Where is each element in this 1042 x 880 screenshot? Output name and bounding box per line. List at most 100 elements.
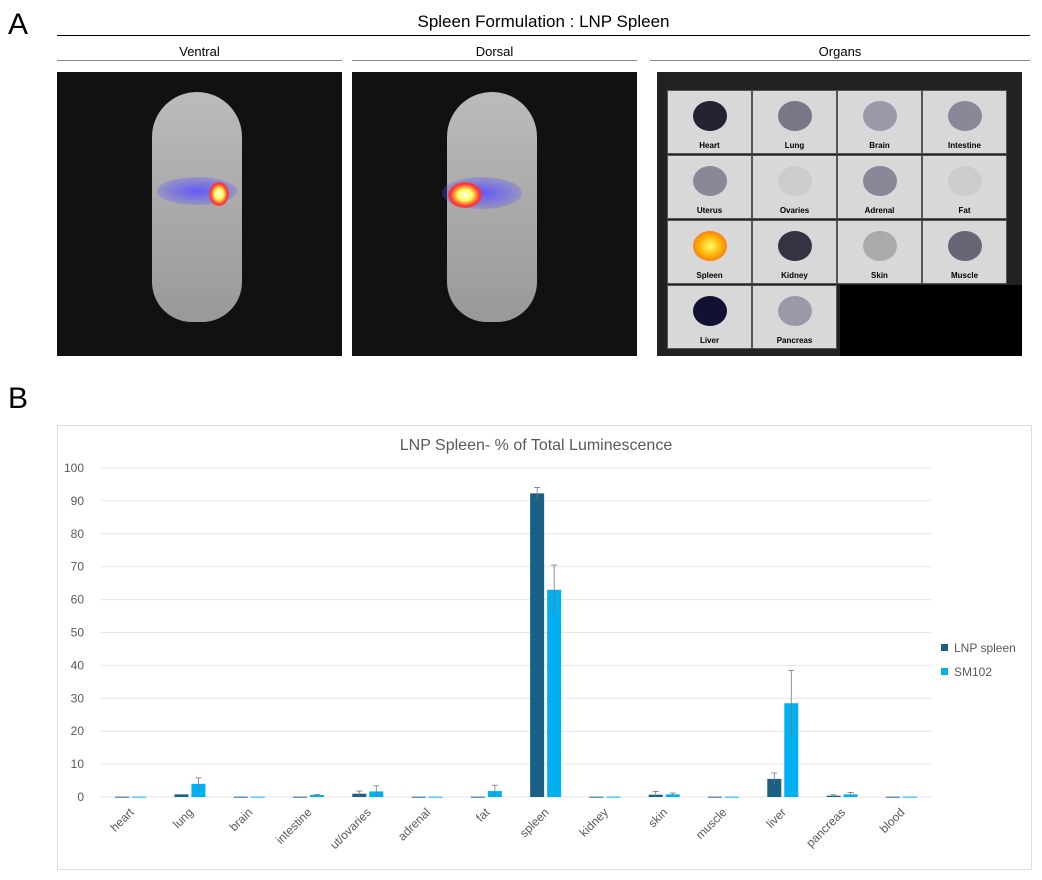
luminescence-hotspot bbox=[448, 182, 482, 208]
organ-label: Adrenal bbox=[864, 206, 895, 215]
divider bbox=[352, 60, 637, 61]
x-tick-label: lung bbox=[170, 805, 196, 831]
organ-specimen bbox=[948, 231, 982, 261]
legend-label: SM102 bbox=[954, 665, 992, 679]
bar-spleen-sm102 bbox=[547, 589, 562, 797]
heading-organs: Organs bbox=[818, 44, 862, 59]
x-tick-label: brain bbox=[227, 805, 256, 834]
redaction-box bbox=[840, 285, 1022, 356]
bar-brain-sm102 bbox=[250, 796, 265, 798]
organ-label: Spleen bbox=[696, 271, 723, 280]
y-tick-label: 40 bbox=[71, 658, 85, 672]
bar-blood-lnp-spleen bbox=[885, 796, 900, 798]
y-tick-label: 90 bbox=[71, 494, 85, 508]
bar-lung-sm102 bbox=[191, 783, 206, 797]
x-tick-label: intestine bbox=[273, 805, 315, 847]
organ-specimen bbox=[693, 296, 727, 326]
organ-specimen bbox=[693, 231, 727, 261]
bar-liver-sm102 bbox=[784, 703, 799, 797]
y-tick-label: 60 bbox=[71, 593, 85, 607]
bar-spleen-lnp-spleen bbox=[530, 493, 545, 797]
legend-swatch bbox=[941, 644, 948, 651]
x-tick-label: adrenal bbox=[395, 805, 433, 843]
bar-muscle-sm102 bbox=[725, 796, 739, 798]
bar-blood-sm102 bbox=[902, 796, 917, 798]
title-divider bbox=[57, 35, 1030, 36]
y-tick-label: 70 bbox=[71, 560, 85, 574]
organ-cell: Kidney bbox=[752, 220, 837, 284]
bar-adrenal-sm102 bbox=[428, 796, 443, 798]
organ-cell: Fat bbox=[922, 155, 1007, 219]
x-tick-label: muscle bbox=[693, 805, 730, 842]
x-tick-label: fat bbox=[473, 805, 493, 825]
organ-label: Intestine bbox=[948, 141, 981, 150]
organ-cell: Heart bbox=[667, 90, 752, 154]
legend-swatch bbox=[941, 668, 948, 675]
organs-image: Heart Lung Brain Intestine Uterus Ovaries Adre… bbox=[657, 72, 1022, 356]
heading-dorsal: Dorsal bbox=[475, 44, 514, 59]
dorsal-image bbox=[352, 72, 637, 356]
organ-label: Ovaries bbox=[779, 206, 810, 215]
organ-label: Muscle bbox=[950, 271, 979, 280]
x-tick-label: kidney bbox=[577, 805, 611, 839]
x-tick-label: ut/ovaries bbox=[327, 805, 374, 852]
bar-brain-lnp-spleen bbox=[233, 796, 248, 798]
y-tick-label: 10 bbox=[71, 757, 85, 771]
organ-specimen bbox=[778, 296, 812, 326]
bar-adrenal-lnp-spleen bbox=[411, 796, 426, 798]
organ-specimen bbox=[693, 101, 727, 131]
divider bbox=[57, 60, 342, 61]
bar-skin-sm102 bbox=[665, 794, 680, 797]
luminescence-hotspot bbox=[209, 182, 229, 206]
ventral-image bbox=[57, 72, 342, 356]
x-tick-label: blood bbox=[877, 805, 908, 836]
mouse-silhouette bbox=[152, 92, 242, 322]
organ-cell: Ovaries bbox=[752, 155, 837, 219]
organ-specimen bbox=[778, 231, 812, 261]
bar-lung-lnp-spleen bbox=[174, 794, 189, 797]
organ-label: Heart bbox=[699, 141, 720, 150]
bar-chart: LNP Spleen- % of Total Luminescence 0 10 20… bbox=[64, 437, 1016, 852]
x-tick-label: liver bbox=[763, 805, 788, 830]
x-tick-label: heart bbox=[108, 805, 138, 835]
organ-specimen bbox=[778, 101, 812, 131]
bar-kidney-sm102 bbox=[606, 796, 621, 798]
bar-intestine-lnp-spleen bbox=[293, 796, 307, 798]
organ-cell: Adrenal bbox=[837, 155, 922, 219]
organ-cell: Intestine bbox=[922, 90, 1007, 154]
bar-heart-sm102 bbox=[132, 796, 147, 798]
x-tick-label: pancreas bbox=[803, 805, 848, 850]
panel-a-letter: A bbox=[8, 8, 29, 41]
bar-heart-lnp-spleen bbox=[115, 796, 130, 798]
organ-specimen bbox=[948, 166, 982, 196]
organ-label: Fat bbox=[958, 206, 971, 215]
organ-cell: Brain bbox=[837, 90, 922, 154]
y-tick-label: 50 bbox=[71, 626, 85, 640]
chart-title: LNP Spleen- % of Total Luminescence bbox=[400, 437, 673, 454]
organ-specimen bbox=[863, 231, 897, 261]
organ-label: Lung bbox=[784, 141, 805, 150]
bar-fat-lnp-spleen bbox=[470, 796, 485, 798]
bar-muscle-lnp-spleen bbox=[708, 796, 722, 798]
organ-cell: Spleen bbox=[667, 220, 752, 284]
bar-liver-lnp-spleen bbox=[767, 778, 782, 797]
divider bbox=[650, 60, 1030, 61]
organ-label: Liver bbox=[699, 336, 720, 345]
organ-cell: Pancreas bbox=[752, 285, 837, 349]
organ-label: Skin bbox=[871, 271, 888, 280]
organ-cell: Muscle bbox=[922, 220, 1007, 284]
x-tick-label: spleen bbox=[517, 805, 552, 840]
y-tick-label: 30 bbox=[71, 691, 85, 705]
organ-specimen bbox=[948, 101, 982, 131]
legend-label: LNP spleen bbox=[954, 641, 1016, 655]
organ-cell: Liver bbox=[667, 285, 752, 349]
organ-cell: Lung bbox=[752, 90, 837, 154]
panel-a-title: Spleen Formulation : LNP Spleen bbox=[417, 12, 670, 31]
organ-label: Brain bbox=[869, 141, 890, 150]
organ-label: Kidney bbox=[781, 271, 808, 280]
x-tick-label: skin bbox=[645, 805, 670, 830]
panel-b-letter: B bbox=[8, 382, 29, 415]
bar-intestine-sm102 bbox=[310, 795, 324, 797]
y-tick-label: 80 bbox=[71, 527, 85, 541]
organ-specimen bbox=[693, 166, 727, 196]
